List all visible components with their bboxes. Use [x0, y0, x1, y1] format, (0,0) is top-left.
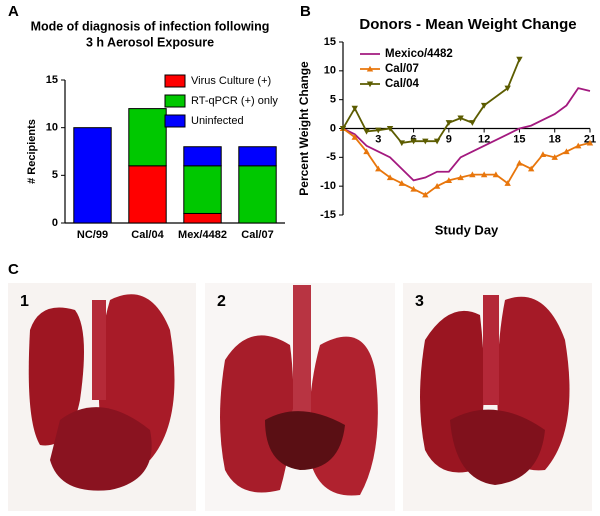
legend-label: Cal/04	[385, 78, 419, 90]
photo-label: 3	[415, 293, 424, 310]
x-tick-label: Cal/04	[131, 229, 164, 241]
photo: 3	[403, 283, 592, 511]
point	[410, 185, 417, 192]
legend-label: RT-qPCR (+) only	[191, 95, 278, 107]
bar-segment	[73, 127, 112, 224]
y-tick-label: 10	[46, 122, 58, 134]
legend-label: Cal/07	[385, 63, 419, 75]
bar-segment	[238, 165, 277, 224]
point	[469, 171, 476, 178]
point	[492, 171, 500, 178]
point	[422, 138, 429, 145]
legend-swatch	[164, 74, 186, 88]
point	[516, 159, 523, 166]
point	[527, 165, 535, 172]
point	[480, 102, 488, 109]
x-tick-label: 18	[549, 133, 561, 145]
y-tick-label: 5	[330, 94, 336, 106]
legend-label: Uninfected	[191, 115, 244, 127]
point	[457, 115, 464, 122]
point	[422, 191, 429, 198]
photo: 2	[205, 283, 395, 511]
point	[363, 128, 370, 135]
legend-marker	[366, 81, 374, 88]
x-tick-label: 3	[375, 133, 381, 145]
series-line	[342, 58, 521, 144]
point	[586, 139, 594, 146]
x-tick-label: 21	[584, 133, 596, 145]
legend-marker	[366, 65, 374, 72]
y-tick-label: -5	[326, 151, 336, 163]
point	[457, 174, 464, 181]
series-line	[342, 127, 591, 196]
point	[575, 142, 582, 149]
panel-label: C	[8, 261, 19, 278]
point	[433, 182, 441, 189]
panel-label: A	[8, 3, 19, 20]
photo-label: 2	[217, 293, 226, 310]
series-line	[342, 87, 591, 182]
chart-title: 3 h Aerosol Exposure	[86, 35, 214, 49]
bar-segment	[128, 108, 167, 167]
x-axis-label: Study Day	[435, 222, 499, 237]
point	[363, 148, 370, 155]
bar-segment	[183, 146, 222, 167]
point	[386, 125, 394, 132]
y-tick-label: 0	[330, 122, 336, 134]
point	[351, 133, 358, 140]
x-tick-label: Cal/07	[241, 229, 273, 241]
point	[504, 85, 511, 92]
point	[398, 180, 406, 186]
point	[398, 140, 406, 147]
chart-title: Mode of diagnosis of infection following	[31, 19, 270, 33]
point	[445, 120, 453, 126]
y-tick-label: 15	[46, 74, 58, 86]
point	[375, 127, 382, 134]
x-tick-label: 15	[513, 133, 525, 145]
bar-segment	[183, 165, 222, 214]
point	[516, 56, 523, 63]
legend-swatch	[164, 114, 186, 128]
legend-swatch	[164, 94, 186, 108]
point	[375, 165, 382, 172]
bar-segment	[238, 146, 277, 167]
y-tick-label: 10	[324, 65, 336, 77]
bar-segment	[183, 212, 222, 224]
point	[539, 151, 547, 158]
bar-segment	[128, 165, 167, 224]
point	[563, 148, 570, 155]
x-tick-label: 9	[446, 133, 452, 145]
point	[469, 120, 476, 126]
y-axis-label: # Recipients	[26, 119, 38, 184]
point	[445, 177, 453, 183]
y-tick-label: 0	[52, 217, 58, 229]
point	[339, 125, 347, 132]
y-axis-label: Percent Weight Change	[297, 61, 311, 196]
chart-title: Donors - Mean Weight Change	[359, 16, 576, 33]
y-tick-label: 15	[324, 36, 336, 48]
y-tick-label: 5	[52, 169, 58, 181]
point	[504, 180, 511, 186]
x-tick-label: NC/99	[77, 229, 108, 241]
legend-label: Virus Culture (+)	[191, 75, 271, 87]
point	[551, 154, 558, 160]
y-tick-label: -15	[320, 209, 336, 221]
legend-label: Mexico/4482	[385, 48, 453, 60]
photo-label: 1	[20, 293, 29, 310]
y-tick-label: -10	[320, 180, 336, 192]
point	[433, 138, 441, 145]
x-tick-label: 12	[478, 133, 490, 145]
point	[410, 138, 417, 145]
point	[351, 105, 358, 112]
photo: 1	[8, 283, 196, 511]
point	[480, 171, 488, 178]
x-tick-label: Mex/4482	[178, 229, 227, 241]
point	[386, 174, 394, 181]
panel-label: B	[300, 3, 311, 20]
